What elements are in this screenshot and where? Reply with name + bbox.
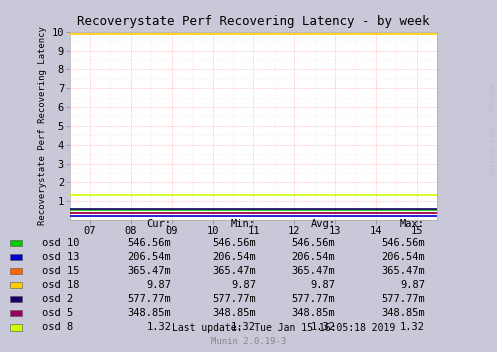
Text: Cur:: Cur:	[147, 219, 171, 229]
Text: 348.85m: 348.85m	[381, 308, 425, 318]
Text: 348.85m: 348.85m	[128, 308, 171, 318]
Text: Min:: Min:	[231, 219, 256, 229]
Text: Last update:  Tue Jan 15 16:05:18 2019: Last update: Tue Jan 15 16:05:18 2019	[171, 323, 395, 333]
Text: 546.56m: 546.56m	[381, 238, 425, 248]
Text: 546.56m: 546.56m	[128, 238, 171, 248]
Text: 9.87: 9.87	[311, 280, 335, 290]
Text: 577.77m: 577.77m	[128, 294, 171, 304]
Text: Munin 2.0.19-3: Munin 2.0.19-3	[211, 337, 286, 346]
Text: 1.32: 1.32	[400, 322, 425, 332]
Text: 206.54m: 206.54m	[381, 252, 425, 262]
Text: osd 15: osd 15	[42, 266, 80, 276]
Text: RRDTOOL / TOBI OETIKER: RRDTOOL / TOBI OETIKER	[487, 83, 493, 177]
Text: 577.77m: 577.77m	[381, 294, 425, 304]
Title: Recoverystate Perf Recovering Latency - by week: Recoverystate Perf Recovering Latency - …	[77, 15, 430, 28]
Y-axis label: Recoverystate Perf Recovering Latency: Recoverystate Perf Recovering Latency	[38, 26, 47, 225]
Text: Max:: Max:	[400, 219, 425, 229]
Text: 9.87: 9.87	[231, 280, 256, 290]
Text: 1.32: 1.32	[311, 322, 335, 332]
Text: 206.54m: 206.54m	[128, 252, 171, 262]
Text: Avg:: Avg:	[311, 219, 335, 229]
Text: 348.85m: 348.85m	[292, 308, 335, 318]
Text: osd 2: osd 2	[42, 294, 74, 304]
Text: 577.77m: 577.77m	[292, 294, 335, 304]
Text: osd 5: osd 5	[42, 308, 74, 318]
Text: osd 10: osd 10	[42, 238, 80, 248]
Text: 365.47m: 365.47m	[212, 266, 256, 276]
Text: 546.56m: 546.56m	[212, 238, 256, 248]
Text: 577.77m: 577.77m	[212, 294, 256, 304]
Text: 9.87: 9.87	[400, 280, 425, 290]
Text: 365.47m: 365.47m	[128, 266, 171, 276]
Text: 348.85m: 348.85m	[212, 308, 256, 318]
Text: osd 8: osd 8	[42, 322, 74, 332]
Text: 546.56m: 546.56m	[292, 238, 335, 248]
Text: 365.47m: 365.47m	[292, 266, 335, 276]
Text: 365.47m: 365.47m	[381, 266, 425, 276]
Text: 9.87: 9.87	[147, 280, 171, 290]
Text: osd 13: osd 13	[42, 252, 80, 262]
Text: osd 18: osd 18	[42, 280, 80, 290]
Text: 206.54m: 206.54m	[292, 252, 335, 262]
Text: 206.54m: 206.54m	[212, 252, 256, 262]
Text: 1.32: 1.32	[231, 322, 256, 332]
Text: 1.32: 1.32	[147, 322, 171, 332]
